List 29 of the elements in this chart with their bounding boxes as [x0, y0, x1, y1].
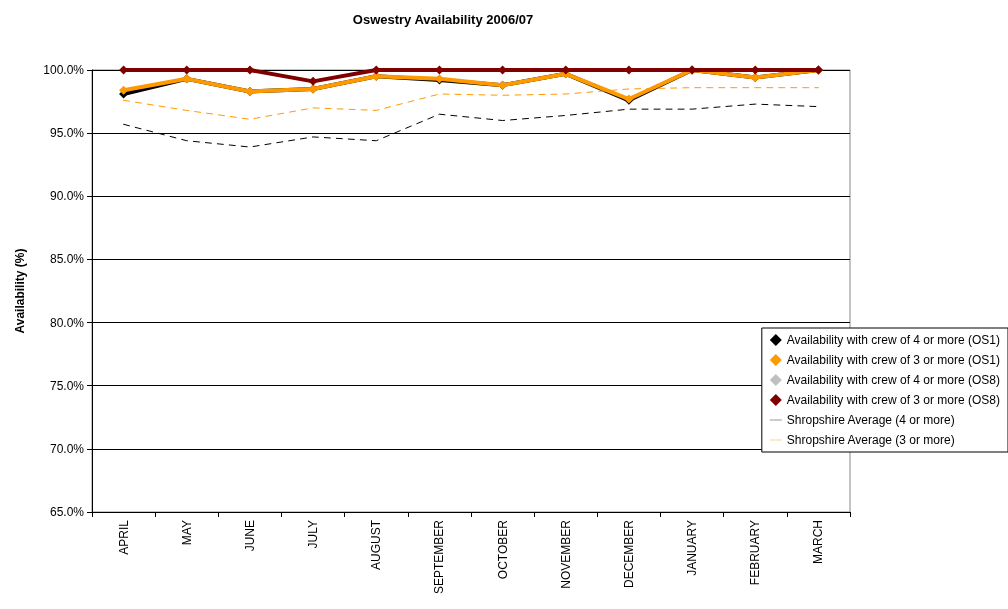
y-axis-title: Availability (%) [13, 248, 27, 334]
x-tick-label: APRIL [116, 519, 131, 555]
x-tick-label: NOVEMBER [558, 519, 573, 589]
x-tick-label: JUNE [242, 520, 257, 552]
x-tick-label: DECEMBER [621, 519, 636, 589]
y-tick-label: 80.0% [49, 315, 85, 330]
y-tick-label: 100.0% [43, 63, 85, 77]
y-tick-label: 70.0% [49, 441, 85, 456]
x-tick-label: MAY [179, 520, 194, 546]
legend-label: Availability with crew of 4 or more (OS1) [786, 333, 1001, 347]
x-tick-label: FEBRUARY [748, 520, 763, 586]
x-tick-label: AUGUST [369, 519, 384, 571]
y-tick-label: 95.0% [49, 126, 85, 141]
legend-label: Availability with crew of 3 or more (OS1) [786, 353, 1001, 367]
legend-label: Availability with crew of 4 or more (OS8) [786, 373, 1001, 387]
x-tick-label: JULY [306, 520, 321, 549]
y-tick-label: 75.0% [49, 378, 85, 393]
legend-label: Shropshire Average (4 or more) [786, 413, 955, 427]
x-tick-label: SEPTEMBER [432, 519, 447, 595]
x-tick-label: JANUARY [685, 520, 700, 576]
legend-label: Shropshire Average (3 or more) [786, 433, 955, 447]
y-tick-label: 90.0% [49, 189, 85, 204]
x-tick-label: MARCH [811, 520, 826, 564]
y-tick-label: 85.0% [49, 252, 85, 267]
y-tick-label: 65.0% [49, 505, 85, 519]
x-tick-label: OCTOBER [495, 519, 510, 580]
legend-label: Availability with crew of 3 or more (OS8) [786, 393, 1001, 407]
chart-title: Oswestry Availability 2006/07 [352, 12, 534, 27]
point [308, 76, 318, 86]
